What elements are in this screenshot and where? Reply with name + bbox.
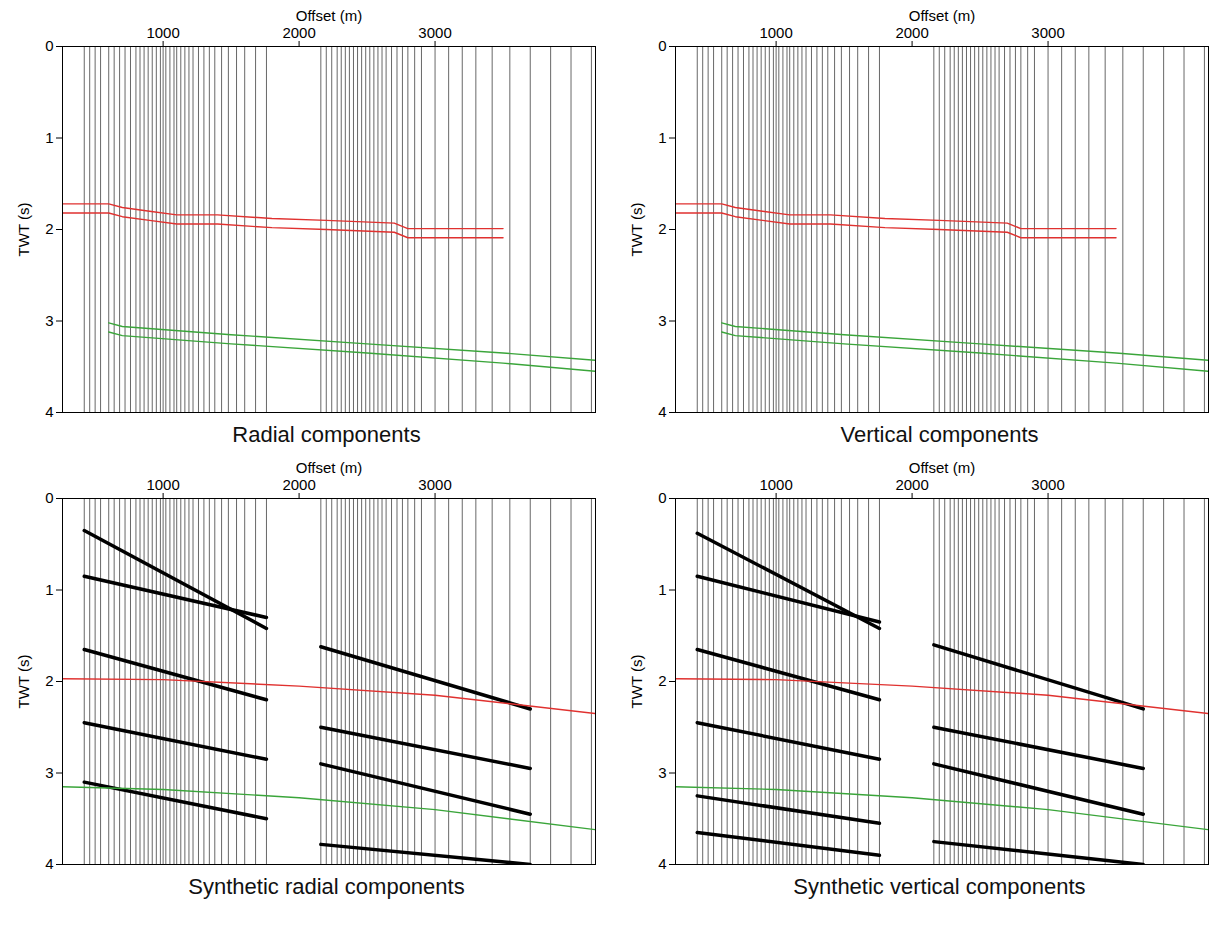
svg-text:3000: 3000: [418, 24, 451, 41]
svg-text:0: 0: [658, 37, 666, 54]
svg-text:2: 2: [45, 672, 53, 689]
svg-text:Offset (m): Offset (m): [296, 7, 362, 24]
svg-text:4: 4: [45, 403, 53, 420]
svg-text:1: 1: [45, 129, 53, 146]
svg-text:3000: 3000: [418, 476, 451, 493]
svg-text:2: 2: [45, 220, 53, 237]
html-text:Synthetic vertical components: Synthetic vertical components: [793, 874, 1086, 899]
svg-text:TWT (s): TWT (s): [15, 203, 32, 257]
svg-text:Offset (m): Offset (m): [296, 459, 362, 476]
html-text:Radial components: Radial components: [232, 422, 421, 447]
svg-text:3000: 3000: [1031, 476, 1064, 493]
html-text:Synthetic radial components: Synthetic radial components: [188, 874, 465, 899]
svg-text:1000: 1000: [146, 476, 179, 493]
svg-text:1000: 1000: [759, 24, 792, 41]
svg-text:3: 3: [658, 764, 666, 781]
svg-text:TWT (s): TWT (s): [628, 655, 645, 709]
svg-text:1: 1: [658, 129, 666, 146]
svg-text:2000: 2000: [282, 24, 315, 41]
svg-text:2000: 2000: [895, 24, 928, 41]
svg-text:Offset (m): Offset (m): [909, 7, 975, 24]
svg-text:TWT (s): TWT (s): [628, 203, 645, 257]
svg-text:4: 4: [658, 855, 666, 872]
svg-text:3: 3: [45, 312, 53, 329]
svg-text:1: 1: [45, 581, 53, 598]
svg-text:2000: 2000: [895, 476, 928, 493]
svg-text:2: 2: [658, 672, 666, 689]
svg-text:0: 0: [45, 489, 53, 506]
svg-text:3: 3: [658, 312, 666, 329]
html-text:Vertical components: Vertical components: [840, 422, 1039, 447]
svg-text:4: 4: [658, 403, 666, 420]
svg-text:2: 2: [658, 220, 666, 237]
svg-text:4: 4: [45, 855, 53, 872]
svg-text:TWT (s): TWT (s): [15, 655, 32, 709]
svg-text:1: 1: [658, 581, 666, 598]
svg-text:1000: 1000: [759, 476, 792, 493]
svg-text:1000: 1000: [146, 24, 179, 41]
svg-text:0: 0: [45, 37, 53, 54]
svg-text:3000: 3000: [1031, 24, 1064, 41]
svg-text:2000: 2000: [282, 476, 315, 493]
svg-text:3: 3: [45, 764, 53, 781]
svg-text:0: 0: [658, 489, 666, 506]
svg-text:Offset (m): Offset (m): [909, 459, 975, 476]
